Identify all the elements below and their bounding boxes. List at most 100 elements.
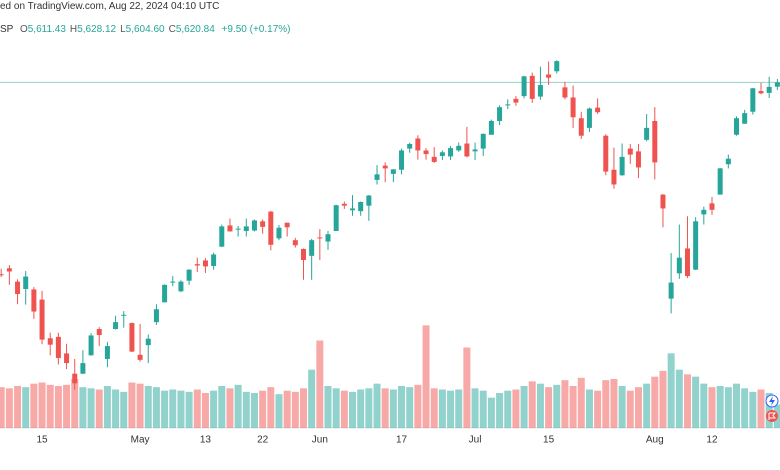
candle-body xyxy=(595,107,601,113)
candle-body xyxy=(129,323,135,352)
candle-body xyxy=(88,335,94,356)
icons xyxy=(765,394,779,422)
candle-body xyxy=(6,268,12,272)
candle-body xyxy=(513,98,519,103)
candle-body xyxy=(709,203,715,210)
ohlc-value: 5,604.60 xyxy=(125,24,165,35)
volume-bar xyxy=(479,390,487,428)
candle-body xyxy=(15,281,21,295)
candle-body xyxy=(766,86,772,93)
volume-bar xyxy=(226,388,234,428)
x-tick-label: 17 xyxy=(396,435,408,446)
candle-body xyxy=(734,118,739,135)
icon xyxy=(766,410,778,422)
volume-bar xyxy=(741,388,749,428)
volume-bar xyxy=(193,389,201,428)
candle-body xyxy=(194,264,200,266)
volume-bar xyxy=(332,388,340,428)
candle-body xyxy=(390,169,396,174)
candle-body xyxy=(562,87,568,98)
volume-bar xyxy=(430,388,438,428)
candle-body xyxy=(0,274,4,276)
volume-bar xyxy=(438,389,446,428)
volume-bar xyxy=(308,369,316,428)
candle-body xyxy=(554,61,560,72)
volume-bar xyxy=(406,387,414,428)
candle-body xyxy=(178,281,184,292)
volume-bar xyxy=(38,382,46,428)
candle-body xyxy=(64,353,70,364)
change: +9.50 (+0.17%) xyxy=(221,24,291,35)
candle-body xyxy=(488,120,494,135)
x-tick-label: Aug xyxy=(646,435,664,446)
volume-bar xyxy=(545,387,553,428)
x-tick-label: Jun xyxy=(312,435,328,446)
candle-body xyxy=(23,276,29,289)
candle-body xyxy=(243,226,249,231)
x-tick-label: 13 xyxy=(200,435,212,446)
icon xyxy=(769,396,775,406)
candle-body xyxy=(317,237,323,239)
candle-body xyxy=(611,169,617,185)
candle-body xyxy=(742,113,748,124)
volume-bar xyxy=(602,380,610,428)
volume-bar xyxy=(594,390,602,428)
candle-body xyxy=(464,143,470,157)
candle-body xyxy=(260,221,266,227)
candle-body xyxy=(170,281,176,283)
volume-bar xyxy=(112,389,120,428)
volume-bar xyxy=(692,376,700,428)
volume-bar xyxy=(63,384,71,428)
volume-bar xyxy=(422,325,430,428)
candle-body xyxy=(725,158,731,165)
candle-body xyxy=(235,228,241,230)
x-tick-label: 12 xyxy=(706,435,718,446)
candle-body xyxy=(374,174,380,180)
candle-body xyxy=(407,143,413,149)
candle-body xyxy=(423,150,429,155)
volume-bar xyxy=(724,387,732,428)
candle-body xyxy=(186,269,192,281)
candle-body xyxy=(72,373,78,384)
volume-bar xyxy=(340,390,348,428)
volume-bar xyxy=(128,382,136,428)
volume-bar xyxy=(365,388,373,428)
volume-bar xyxy=(283,390,291,428)
candle-body xyxy=(153,309,159,323)
volume-bar xyxy=(177,390,185,428)
legend-row: SP O5,611.43 H5,628.12 L5,604.60 C5,620.84 … xyxy=(0,24,290,35)
volume-bar xyxy=(242,391,250,428)
published-note: ed on TradingView.com, Aug 22, 2024 04:1… xyxy=(0,1,220,12)
candle-body xyxy=(358,201,364,212)
volume-bar xyxy=(267,387,275,428)
volume-bar xyxy=(144,386,152,428)
candle-body xyxy=(635,151,641,168)
candle-body xyxy=(431,156,437,162)
candle-body xyxy=(644,127,650,140)
ohlc-key: O xyxy=(19,24,28,35)
candle-body xyxy=(137,354,143,360)
candle-body xyxy=(31,289,37,312)
candle-body xyxy=(382,165,388,169)
volume-bar xyxy=(71,379,79,428)
candle-body xyxy=(758,91,764,94)
volume-bar xyxy=(357,389,365,428)
volume-bar xyxy=(487,397,495,428)
volume-bar xyxy=(643,383,651,428)
volume-bar xyxy=(626,390,634,428)
candle-body xyxy=(325,234,331,242)
volume-bar xyxy=(585,389,593,428)
candle-body xyxy=(537,85,543,97)
ohlc-value: 5,611.43 xyxy=(27,24,66,35)
volume-bar xyxy=(259,390,267,428)
volume-bar xyxy=(95,389,103,428)
volume-bar xyxy=(185,391,193,428)
candle-body xyxy=(668,282,674,299)
volume-bar xyxy=(210,390,218,428)
candle-body xyxy=(113,322,119,330)
candle-body xyxy=(521,76,527,97)
candle-body xyxy=(202,260,208,267)
volume-bar xyxy=(667,353,675,428)
symbol: SP xyxy=(0,24,14,35)
candle-body xyxy=(586,108,592,128)
